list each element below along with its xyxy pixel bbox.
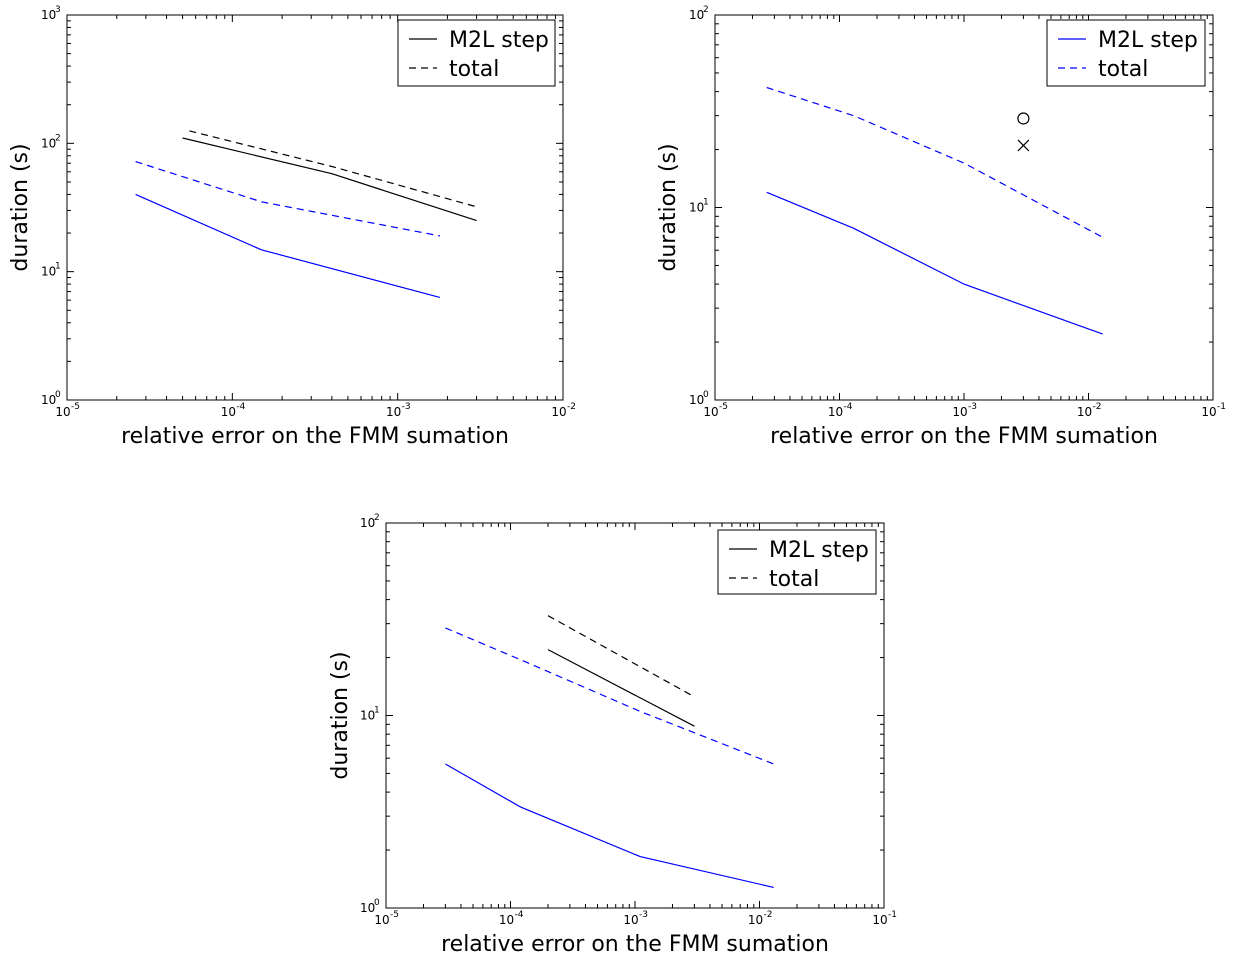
y-tick-exponent: 3: [55, 5, 61, 15]
y-tick-exponent: 2: [55, 133, 61, 143]
legend: M2L step total: [717, 529, 877, 595]
x-tick-label: 10: [551, 405, 566, 419]
x-tick-exponent: -2: [764, 910, 773, 920]
series-line-3: [135, 161, 441, 237]
x-tick-exponent: -1: [1217, 402, 1226, 412]
legend-label: total: [1098, 57, 1148, 82]
x-tick-label: 10: [386, 405, 401, 419]
y-tick-label: 10: [689, 201, 704, 215]
legend-box: [1046, 19, 1206, 87]
x-tick-exponent: -2: [1093, 402, 1102, 412]
marker-circle: [1017, 112, 1030, 125]
y-tick-exponent: 0: [703, 390, 709, 400]
x-tick-label: 10: [499, 913, 514, 927]
x-tick-exponent: -4: [236, 402, 245, 412]
legend-label: M2L step: [1098, 28, 1198, 53]
series-line-1: [547, 615, 695, 698]
legend-label: M2L step: [449, 28, 549, 53]
x-tick-label: 10: [623, 913, 638, 927]
legend-label: total: [769, 567, 819, 592]
x-tick-label: 10: [55, 405, 70, 419]
x-tick-exponent: -4: [844, 402, 853, 412]
series-line-3: [445, 627, 774, 765]
legend-box: [397, 19, 556, 87]
y-tick-exponent: 1: [55, 262, 61, 272]
y-tick-exponent: 0: [374, 898, 380, 908]
y-tick-exponent: 1: [374, 706, 380, 716]
x-axis-label: relative error on the FMM sumation: [121, 424, 509, 449]
y-tick-exponent: 0: [55, 390, 61, 400]
x-tick-exponent: -1: [888, 910, 897, 920]
series-line-1: [766, 86, 1103, 238]
x-tick-exponent: -5: [719, 402, 728, 412]
marker-x: [1017, 139, 1030, 152]
y-tick-exponent: 1: [703, 198, 709, 208]
x-tick-exponent: -2: [567, 402, 576, 412]
series-line-1: [182, 137, 477, 222]
y-tick-label: 10: [360, 709, 375, 723]
y-tick-exponent: 2: [374, 513, 380, 523]
y-tick-label: 10: [41, 265, 56, 279]
x-tick-exponent: -3: [402, 402, 411, 412]
y-axis-label: duration (s): [8, 143, 33, 271]
series-line-4: [135, 193, 441, 298]
legend-label: total: [449, 57, 499, 82]
x-tick-label: 10: [1077, 405, 1092, 419]
y-tick-label: 10: [689, 393, 704, 407]
y-axis-label: duration (s): [328, 651, 353, 779]
x-tick-label: 10: [703, 405, 718, 419]
legend: M2L step total: [1046, 19, 1206, 87]
y-tick-label: 10: [689, 8, 704, 22]
y-axis-label: duration (s): [656, 143, 681, 271]
x-axis-label: relative error on the FMM sumation: [770, 424, 1158, 449]
x-tick-label: 10: [872, 913, 887, 927]
series-line-2: [189, 130, 477, 208]
x-tick-label: 10: [828, 405, 843, 419]
y-tick-label: 10: [41, 8, 56, 22]
x-tick-label: 10: [748, 913, 763, 927]
y-tick-label: 10: [41, 393, 56, 407]
y-tick-exponent: 2: [703, 5, 709, 15]
plot-frame: [66, 14, 564, 401]
legend: M2L step total: [397, 19, 556, 87]
legend-box: [717, 529, 877, 595]
y-tick-label: 10: [360, 901, 375, 915]
legend-label: M2L step: [769, 538, 869, 563]
x-tick-exponent: -4: [515, 910, 524, 920]
series-line-2: [766, 191, 1103, 335]
x-tick-exponent: -3: [639, 910, 648, 920]
x-tick-label: 10: [374, 913, 389, 927]
y-tick-label: 10: [360, 516, 375, 530]
x-axis-label: relative error on the FMM sumation: [441, 932, 829, 957]
x-tick-exponent: -5: [390, 910, 399, 920]
series-line-4: [445, 763, 774, 888]
y-tick-label: 10: [41, 136, 56, 150]
series-line-2: [547, 649, 695, 727]
x-tick-label: 10: [1201, 405, 1216, 419]
x-tick-label: 10: [221, 405, 236, 419]
x-tick-exponent: -3: [968, 402, 977, 412]
x-tick-label: 10: [952, 405, 967, 419]
x-tick-exponent: -5: [71, 402, 80, 412]
